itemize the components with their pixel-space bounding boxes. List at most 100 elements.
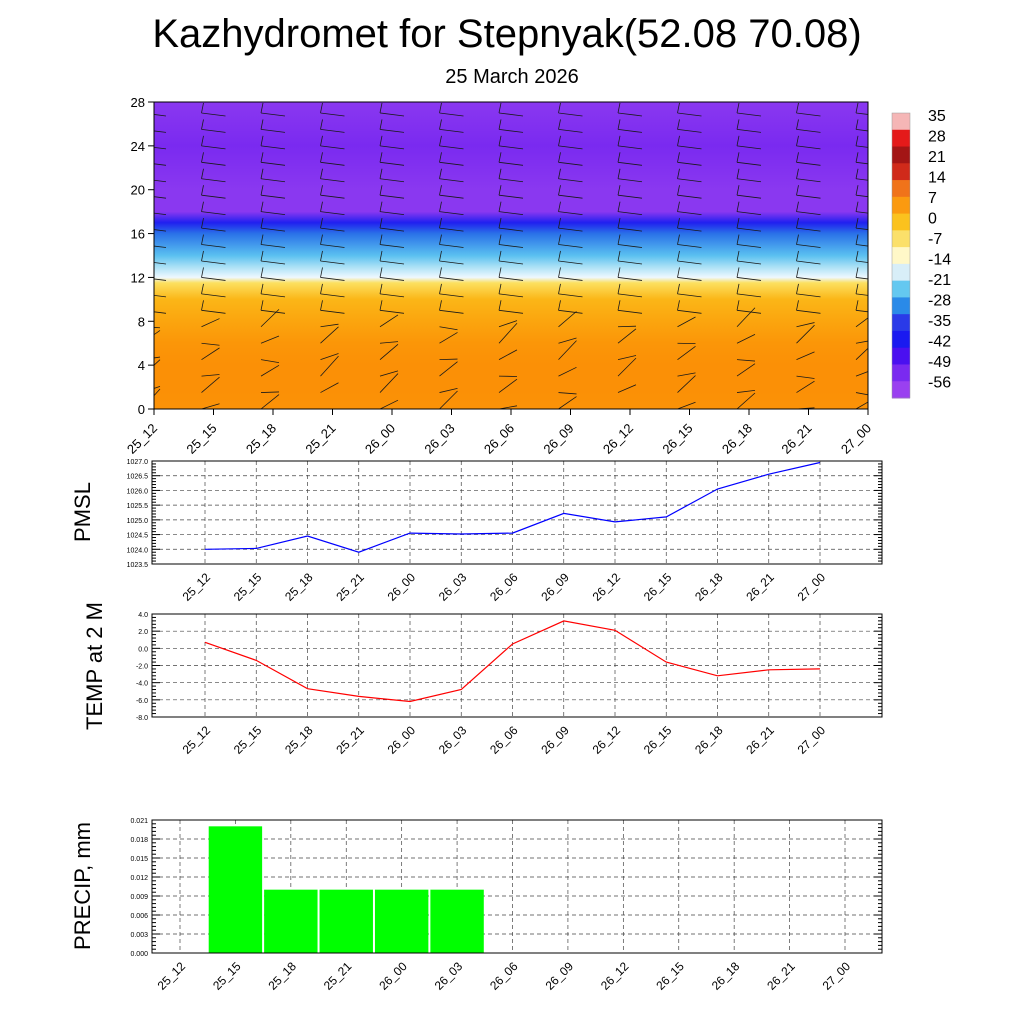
wind-barb bbox=[320, 145, 345, 150]
wind-barb bbox=[154, 359, 161, 366]
precip-x-tick-label: 26_21 bbox=[764, 959, 798, 993]
temp-x-tick-label: 27_00 bbox=[795, 723, 829, 757]
wind-barb bbox=[260, 364, 280, 377]
wind-barb bbox=[855, 244, 868, 247]
wind-barb bbox=[320, 201, 323, 212]
wind-barb bbox=[736, 112, 762, 117]
wind-barb bbox=[260, 119, 264, 130]
wind-barb bbox=[558, 283, 561, 294]
wind-barb bbox=[736, 135, 740, 146]
wind-barbs bbox=[154, 102, 868, 409]
wind-barb bbox=[379, 211, 405, 216]
wind-barb bbox=[677, 211, 702, 216]
precip-y-tick-label: 0.015 bbox=[130, 856, 148, 863]
precip-y-tick-label: 0.000 bbox=[130, 951, 148, 958]
wind-barb bbox=[260, 394, 280, 409]
wind-barb bbox=[796, 234, 799, 245]
wind-barb bbox=[379, 234, 383, 245]
colorbar-swatch bbox=[892, 113, 910, 131]
temp-x-tick-label: 26_15 bbox=[641, 723, 675, 757]
wind-barb bbox=[736, 334, 756, 344]
wind-barb bbox=[617, 218, 621, 229]
wind-barb bbox=[855, 185, 859, 196]
wind-barb bbox=[677, 277, 702, 281]
wind-barb bbox=[855, 211, 868, 214]
wind-barb bbox=[796, 129, 821, 133]
wind-barb bbox=[617, 135, 621, 146]
wind-barb bbox=[320, 218, 323, 229]
wind-barb bbox=[379, 135, 383, 146]
wind-barb bbox=[558, 293, 583, 298]
temp-grid bbox=[152, 613, 882, 718]
wind-barb bbox=[558, 161, 583, 166]
temp-x-tick-label: 25_15 bbox=[231, 723, 265, 757]
wind-barb bbox=[498, 309, 524, 314]
wind-barb bbox=[201, 300, 204, 311]
wind-barb bbox=[379, 112, 405, 117]
wind-barb bbox=[260, 267, 264, 278]
wind-barb bbox=[379, 244, 405, 248]
wind-barb bbox=[617, 328, 637, 344]
wind-barb bbox=[201, 152, 204, 163]
wind-barb bbox=[379, 267, 383, 278]
wind-barb bbox=[677, 218, 680, 229]
wind-barb bbox=[736, 307, 756, 328]
wind-barb bbox=[558, 392, 577, 395]
wind-barb bbox=[439, 358, 458, 361]
pmsl-grid bbox=[152, 460, 882, 565]
wind-barb bbox=[855, 340, 868, 344]
wind-barb bbox=[154, 388, 161, 397]
wind-barb bbox=[617, 283, 621, 294]
wind-barb bbox=[439, 260, 464, 265]
wind-barb bbox=[558, 234, 561, 245]
wind-barb bbox=[677, 293, 702, 298]
wind-barb bbox=[201, 250, 204, 262]
wind-barb bbox=[558, 168, 561, 179]
wind-barb bbox=[379, 260, 405, 265]
wind-barb bbox=[201, 211, 226, 216]
wind-barb bbox=[439, 250, 442, 262]
wind-barb bbox=[379, 399, 399, 409]
wind-barb bbox=[736, 250, 740, 262]
wind-barb bbox=[320, 283, 323, 294]
wind-barb bbox=[558, 145, 583, 150]
colorbar-swatch bbox=[892, 381, 910, 399]
wind-barb bbox=[498, 161, 524, 166]
wind-barb bbox=[439, 361, 458, 377]
wind-barb bbox=[855, 234, 859, 245]
wind-barb bbox=[617, 178, 643, 183]
wind-barb bbox=[201, 277, 226, 281]
heatmap-y-tick-label: 8 bbox=[138, 314, 145, 329]
wind-barb bbox=[617, 300, 621, 311]
wind-barb bbox=[320, 323, 339, 328]
wind-barb bbox=[201, 293, 226, 298]
wind-barb bbox=[498, 194, 524, 199]
wind-barb bbox=[855, 201, 859, 212]
wind-barb bbox=[796, 260, 821, 265]
wind-barb bbox=[617, 244, 643, 248]
wind-barb bbox=[617, 194, 643, 199]
wind-barb bbox=[855, 267, 859, 278]
wind-barb bbox=[498, 234, 502, 245]
pmsl-series-line bbox=[204, 461, 821, 553]
pmsl-x-tick-label: 26_06 bbox=[487, 570, 521, 604]
wind-barb bbox=[201, 161, 226, 166]
wind-barb bbox=[558, 244, 583, 248]
pmsl-x-tick-label: 25_21 bbox=[333, 570, 367, 604]
wind-barb bbox=[498, 293, 524, 298]
wind-barb bbox=[260, 129, 286, 133]
pmsl-x-tick-label: 26_09 bbox=[538, 570, 572, 604]
temp-y-tick-label: 2.0 bbox=[138, 629, 148, 636]
wind-barb bbox=[796, 322, 815, 328]
colorbar-label: -21 bbox=[928, 272, 951, 289]
wind-barb bbox=[736, 129, 762, 133]
wind-barb bbox=[320, 185, 323, 196]
colorbar-swatch bbox=[892, 247, 910, 265]
wind-barb bbox=[439, 227, 464, 232]
colorbar-label: -42 bbox=[928, 334, 951, 351]
temp-y-tick-label: -8.0 bbox=[136, 715, 148, 722]
wind-barb bbox=[260, 234, 264, 245]
wind-barb bbox=[320, 178, 345, 183]
wind-barb bbox=[379, 277, 405, 281]
heatmap-x-tick-label: 27_00 bbox=[838, 421, 874, 457]
